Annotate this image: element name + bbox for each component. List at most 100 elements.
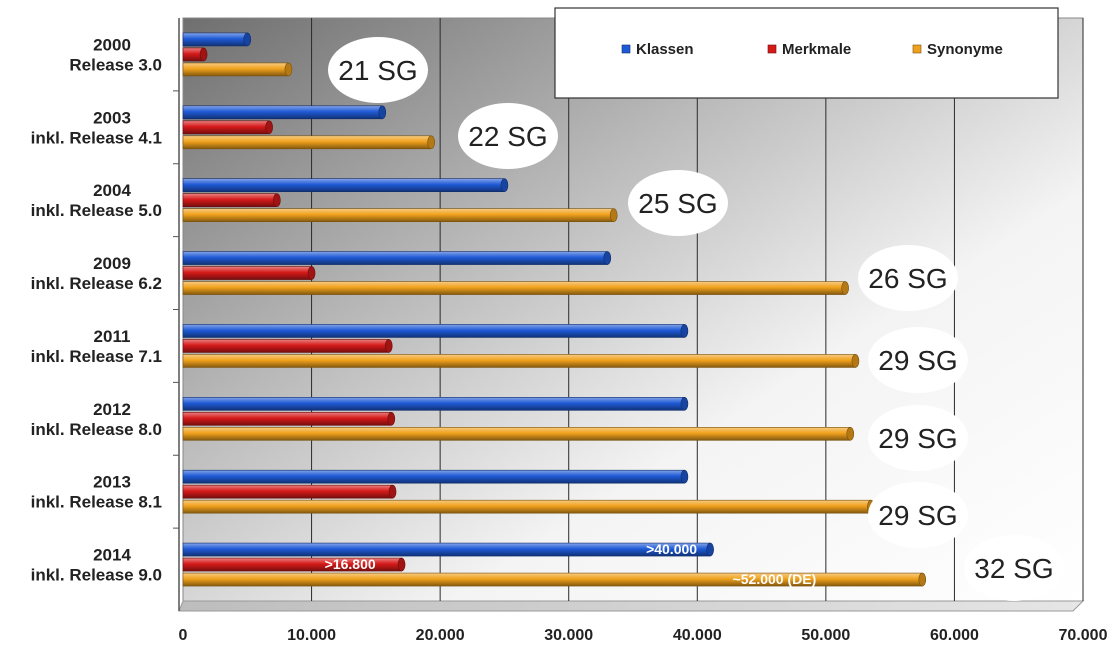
category-year-label: 2009 bbox=[93, 254, 131, 273]
legend-swatch-synonyme bbox=[912, 44, 922, 54]
legend-label-synonyme: Synonyme bbox=[927, 41, 1003, 58]
bar-end-cap bbox=[846, 427, 855, 441]
bar-data-label: ~52.000 (DE) bbox=[733, 571, 817, 587]
bar-end-cap bbox=[680, 397, 689, 411]
bar-end-cap bbox=[284, 62, 293, 77]
legend-label-merkmale: Merkmale bbox=[782, 41, 851, 58]
bar-end-cap bbox=[841, 281, 849, 295]
bar-merkmale bbox=[182, 484, 393, 499]
sg-bubble bbox=[964, 535, 1064, 601]
category-release-label: inkl. Release 9.0 bbox=[31, 566, 162, 585]
sg-bubble bbox=[458, 103, 558, 169]
x-tick-label: 10.000 bbox=[287, 627, 336, 644]
bar-data-label: >40.000 bbox=[646, 541, 697, 557]
category-year-label: 2000 bbox=[93, 35, 131, 54]
x-tick-label: 70.000 bbox=[1059, 627, 1107, 644]
sg-label: 26 SG bbox=[868, 263, 947, 294]
bar-merkmale bbox=[182, 193, 278, 207]
bar-klassen bbox=[182, 542, 711, 557]
bar-klassen bbox=[182, 251, 608, 265]
bar-merkmale bbox=[182, 120, 270, 135]
bar-end-cap bbox=[387, 412, 396, 426]
category-release-label: Release 3.0 bbox=[69, 55, 162, 74]
sg-label: 22 SG bbox=[468, 121, 547, 152]
sg-bubble bbox=[858, 245, 958, 311]
x-tick-label: 30.000 bbox=[544, 627, 593, 644]
x-tick-label: 20.000 bbox=[416, 627, 465, 644]
category-year-label: 2003 bbox=[93, 108, 131, 127]
bar-data-label: >16.800 bbox=[325, 556, 376, 572]
category-year-label: 2011 bbox=[94, 327, 131, 346]
x-axis-ticks: 0 10.000 20.000 30.000 40.000 50.000 60.000 70.… bbox=[179, 627, 1107, 644]
bar-klassen bbox=[182, 324, 685, 338]
sg-label: 21 SG bbox=[338, 55, 417, 86]
legend-swatch-klassen bbox=[621, 44, 631, 54]
bar-end-cap bbox=[388, 484, 397, 499]
sg-bubble bbox=[868, 405, 968, 471]
bar-end-cap bbox=[273, 193, 281, 207]
sg-label: 29 SG bbox=[878, 345, 957, 376]
x-tick-label: 60.000 bbox=[930, 627, 979, 644]
bar-merkmale bbox=[182, 266, 312, 280]
bar-merkmale bbox=[182, 339, 390, 353]
x-tick-label: 0 bbox=[179, 627, 188, 644]
category-release-label: inkl. Release 8.1 bbox=[31, 493, 162, 512]
bar-synonyme bbox=[182, 499, 872, 514]
bar-end-cap bbox=[427, 135, 435, 150]
bar-end-cap bbox=[243, 32, 252, 47]
sg-bubbles: 21 SG 22 SG 25 SG 26 SG 29 SG 29 SG 29 SG 32 SG bbox=[328, 37, 1064, 601]
sg-bubble bbox=[628, 170, 728, 236]
bar-klassen bbox=[182, 178, 505, 192]
bar-end-cap bbox=[918, 572, 927, 587]
category-year-label: 2012 bbox=[93, 400, 131, 419]
x-tick-label: 50.000 bbox=[801, 627, 850, 644]
bar-end-cap bbox=[265, 120, 273, 135]
legend-box bbox=[554, 7, 1059, 99]
bar-end-cap bbox=[603, 251, 612, 265]
category-year-label: 2013 bbox=[93, 473, 131, 492]
legend-swatch-merkmale bbox=[767, 44, 777, 54]
sg-label: 29 SG bbox=[878, 423, 957, 454]
sg-label: 32 SG bbox=[974, 553, 1053, 584]
sg-label: 29 SG bbox=[878, 500, 957, 531]
bars: >40.000 >16.800 ~52.000 (DE) bbox=[182, 32, 927, 587]
bar-synonyme bbox=[182, 281, 846, 295]
bar-synonyme bbox=[182, 427, 851, 441]
bar-klassen bbox=[182, 105, 383, 120]
bar-klassen bbox=[182, 32, 248, 47]
bar-end-cap bbox=[378, 105, 387, 120]
category-release-label: inkl. Release 8.0 bbox=[31, 420, 162, 439]
category-release-label: inkl. Release 4.1 bbox=[31, 128, 162, 147]
bar-end-cap bbox=[199, 47, 208, 62]
category-release-label: inkl. Release 7.1 bbox=[31, 347, 162, 366]
category-year-label: 2014 bbox=[93, 546, 131, 565]
legend-label-klassen: Klassen bbox=[636, 41, 694, 58]
bar-end-cap bbox=[397, 557, 406, 572]
bar-end-cap bbox=[680, 324, 689, 338]
sg-bubble bbox=[868, 482, 968, 548]
bar-end-cap bbox=[384, 339, 393, 353]
bar-synonyme bbox=[182, 135, 432, 150]
bar-end-cap bbox=[851, 354, 860, 368]
category-year-label: 2004 bbox=[93, 181, 131, 200]
plot-background bbox=[178, 17, 1085, 612]
bar-end-cap bbox=[500, 178, 509, 192]
bar-synonyme bbox=[182, 354, 856, 368]
bar-end-cap bbox=[680, 469, 689, 484]
sg-bubble bbox=[328, 37, 428, 103]
bar-merkmale bbox=[182, 412, 392, 426]
category-release-label: inkl. Release 6.2 bbox=[31, 274, 162, 293]
sg-label: 25 SG bbox=[638, 188, 717, 219]
bar-end-cap bbox=[609, 208, 618, 222]
plot-floor bbox=[178, 600, 1085, 612]
bar-synonyme bbox=[182, 62, 289, 77]
bar-end-cap bbox=[307, 266, 316, 280]
x-tick-label: 40.000 bbox=[673, 627, 722, 644]
legend: Klassen Merkmale Synonyme bbox=[554, 7, 1059, 99]
bar-end-cap bbox=[706, 542, 714, 557]
bar-synonyme bbox=[182, 208, 615, 222]
bar-klassen bbox=[182, 469, 685, 484]
category-release-label: inkl. Release 5.0 bbox=[31, 201, 162, 220]
